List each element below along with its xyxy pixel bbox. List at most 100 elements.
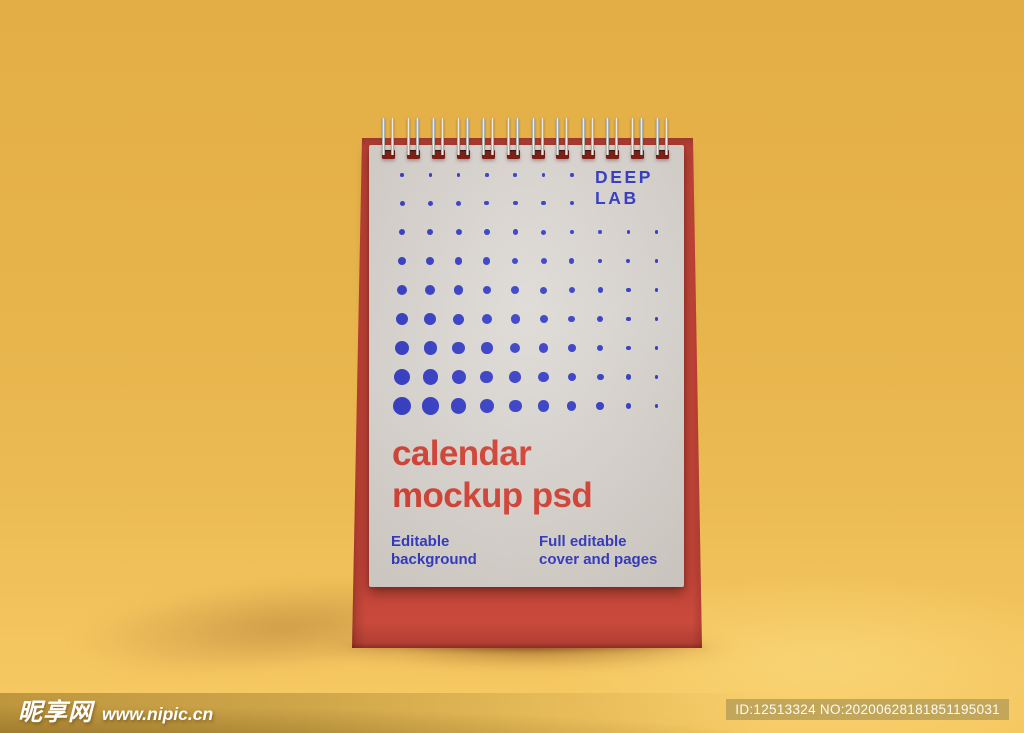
halftone-dot bbox=[654, 346, 659, 350]
halftone-dot bbox=[455, 229, 462, 235]
halftone-dot bbox=[540, 286, 547, 294]
brand-line-2: LAB bbox=[595, 188, 639, 208]
halftone-dot bbox=[626, 316, 631, 322]
halftone-dot bbox=[456, 173, 461, 177]
halftone-dot bbox=[453, 313, 465, 325]
footnote-right-line-2: cover and pages bbox=[539, 550, 658, 568]
footnote-editable-background: Editable background bbox=[391, 533, 477, 568]
halftone-dot bbox=[625, 345, 631, 351]
halftone-dot bbox=[513, 173, 517, 177]
halftone-dot bbox=[598, 229, 603, 235]
footnote-right-line-1: Full editable bbox=[539, 533, 627, 550]
halftone-dot bbox=[625, 403, 632, 409]
halftone-dot bbox=[654, 375, 659, 379]
halftone-dot bbox=[541, 200, 546, 206]
calendar-cover-page: DEEP LAB calendar mockup psd Editable backg… bbox=[369, 145, 684, 587]
halftone-dot bbox=[539, 315, 548, 323]
halftone-dot bbox=[481, 313, 492, 325]
halftone-dot bbox=[567, 372, 577, 382]
halftone-dot bbox=[512, 200, 518, 206]
halftone-dot bbox=[654, 404, 659, 408]
halftone-dot bbox=[596, 373, 604, 381]
halftone-dot bbox=[428, 173, 433, 177]
halftone-dot bbox=[456, 200, 462, 206]
halftone-dot bbox=[480, 370, 494, 384]
brand-line-1: DEEP bbox=[595, 167, 654, 187]
halftone-dot bbox=[626, 259, 631, 263]
halftone-dot bbox=[450, 398, 467, 414]
footnote-left-line-1: Editable bbox=[391, 533, 450, 550]
halftone-dot bbox=[512, 229, 518, 235]
halftone-dot bbox=[394, 340, 410, 356]
halftone-dot bbox=[567, 344, 576, 352]
halftone-dot bbox=[596, 402, 604, 410]
halftone-dot bbox=[537, 400, 550, 412]
halftone-dot bbox=[479, 398, 495, 414]
halftone-dot bbox=[511, 286, 520, 294]
halftone-dot bbox=[395, 312, 409, 326]
halftone-dot bbox=[427, 228, 434, 236]
halftone-dot bbox=[597, 316, 603, 322]
halftone-dot bbox=[399, 200, 405, 206]
footnote-full-editable: Full editable cover and pages bbox=[539, 533, 657, 568]
brand-logo: DEEP LAB bbox=[595, 167, 653, 209]
halftone-dot bbox=[654, 259, 659, 263]
halftone-dot bbox=[570, 173, 574, 177]
halftone-dot bbox=[484, 229, 490, 235]
halftone-dot bbox=[597, 287, 603, 293]
halftone-dot bbox=[423, 341, 438, 355]
site-name: 昵享网 bbox=[18, 699, 93, 726]
halftone-dot bbox=[453, 285, 464, 295]
halftone-dot bbox=[510, 342, 521, 354]
halftone-dot bbox=[541, 229, 546, 235]
halftone-dot bbox=[538, 343, 549, 353]
halftone-dot bbox=[568, 315, 576, 323]
halftone-dot bbox=[540, 258, 547, 264]
halftone-dot bbox=[425, 285, 436, 295]
halftone-dot bbox=[481, 342, 493, 354]
watermark-logo: 昵享网 www.nipic.cn bbox=[18, 692, 213, 727]
halftone-dot bbox=[597, 258, 603, 264]
halftone-dot bbox=[654, 288, 659, 292]
halftone-dot bbox=[541, 173, 546, 177]
halftone-dot bbox=[483, 257, 491, 265]
halftone-dot bbox=[424, 313, 437, 325]
halftone-dot bbox=[397, 256, 407, 266]
halftone-dot bbox=[511, 257, 519, 265]
halftone-dot bbox=[626, 287, 631, 293]
halftone-dot bbox=[427, 200, 433, 206]
title-line-2: mockup psd bbox=[392, 476, 593, 515]
halftone-dot bbox=[654, 317, 659, 321]
halftone-dot bbox=[392, 396, 412, 416]
halftone-dot bbox=[422, 369, 438, 385]
halftone-dot bbox=[451, 369, 466, 385]
halftone-dot bbox=[482, 285, 492, 295]
halftone-dot bbox=[510, 314, 520, 324]
halftone-dot bbox=[569, 229, 575, 235]
halftone-dot bbox=[509, 371, 521, 383]
image-id-badge: ID:12513324 NO:20200628181851195031 bbox=[726, 699, 1009, 720]
halftone-dot bbox=[508, 399, 522, 413]
halftone-dot bbox=[398, 228, 406, 236]
halftone-dot bbox=[485, 173, 489, 177]
halftone-dot bbox=[426, 256, 435, 266]
halftone-dot bbox=[400, 173, 404, 177]
halftone-dot bbox=[421, 397, 439, 415]
halftone-dot bbox=[625, 374, 631, 380]
halftone-dot bbox=[452, 341, 465, 355]
halftone-dot bbox=[396, 284, 408, 296]
halftone-dot bbox=[538, 371, 549, 383]
halftone-dot bbox=[393, 368, 411, 386]
watermark-bar: 昵享网 www.nipic.cn ID:12513324 NO:20200628… bbox=[0, 693, 1024, 733]
halftone-dot bbox=[484, 200, 490, 206]
halftone-dot bbox=[567, 401, 577, 411]
halftone-dot bbox=[568, 286, 575, 294]
halftone-dot bbox=[454, 257, 463, 265]
halftone-dot bbox=[569, 200, 575, 206]
title-line-1: calendar bbox=[392, 434, 532, 473]
halftone-dot bbox=[596, 344, 604, 352]
halftone-dot bbox=[626, 230, 631, 234]
halftone-dot bbox=[569, 258, 575, 264]
site-url: www.nipic.cn bbox=[102, 704, 214, 724]
